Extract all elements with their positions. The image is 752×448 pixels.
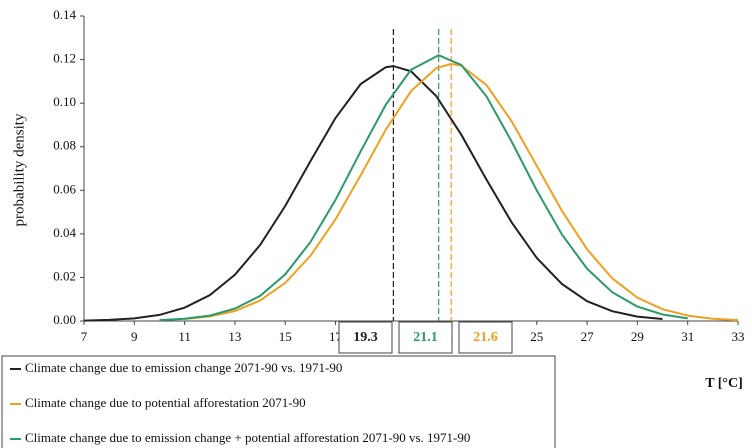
legend-box <box>1 355 556 448</box>
y-tick-label: 0.04 <box>53 225 76 240</box>
x-tick-label: 25 <box>530 329 543 344</box>
mean-box <box>398 321 453 354</box>
x-tick-label: 9 <box>131 329 138 344</box>
x-tick-label: 11 <box>178 329 191 344</box>
x-axis-label: T [°C] <box>705 376 743 391</box>
y-tick-label: 0.06 <box>53 181 76 196</box>
mean-box <box>458 321 513 354</box>
mean-label: 21.6 <box>473 330 498 345</box>
line-series <box>83 65 663 322</box>
mean-box <box>338 321 393 354</box>
legend-label: Climate change due to potential afforest… <box>25 395 306 410</box>
line-series <box>159 54 688 322</box>
mean-label: 21.1 <box>413 330 438 345</box>
x-tick-label: 7 <box>81 329 88 344</box>
mean-label: 19.3 <box>353 330 378 345</box>
y-tick-label: 0.14 <box>53 7 76 22</box>
y-tick-label: 0.12 <box>53 51 76 66</box>
y-tick-label: 0.00 <box>53 312 76 327</box>
x-tick-label: 31 <box>681 329 694 344</box>
y-axis-label: probability density <box>11 113 27 226</box>
x-tick-label: 13 <box>228 329 241 344</box>
y-tick-label: 0.08 <box>53 138 76 153</box>
legend-label: Climate change due to emission change 20… <box>25 360 342 375</box>
x-tick-label: 29 <box>631 329 644 344</box>
x-tick-label: 15 <box>279 329 292 344</box>
legend-label: Climate change due to emission change + … <box>25 430 470 445</box>
y-tick-label: 0.02 <box>53 268 76 283</box>
y-tick-label: 0.10 <box>53 94 76 109</box>
line-series <box>184 62 739 322</box>
x-tick-label: 27 <box>581 329 595 344</box>
x-tick-label: 33 <box>732 329 745 344</box>
